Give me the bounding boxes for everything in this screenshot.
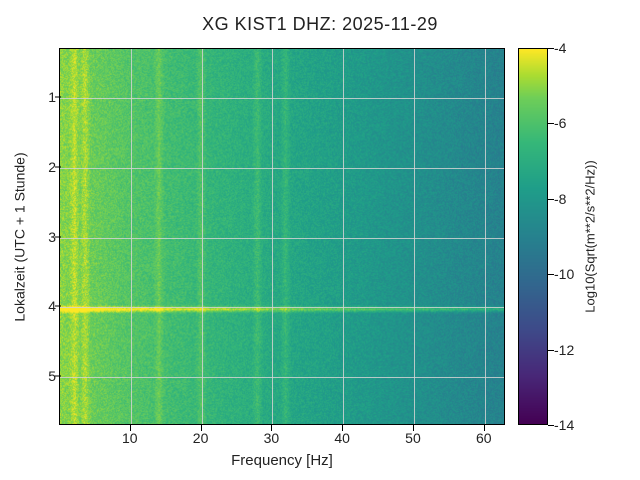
spectrogram-canvas[interactable] bbox=[60, 49, 504, 424]
colorbar-axis-label: Log10(Sqrt(m**2/s**2/Hz)) bbox=[580, 48, 600, 425]
gridline-horizontal bbox=[60, 98, 504, 99]
colorbar-tick-label--10: -10 bbox=[554, 266, 574, 282]
gridline-vertical bbox=[131, 49, 132, 424]
colorbar-canvas[interactable] bbox=[518, 48, 548, 425]
colorbar-tick-label--8: -8 bbox=[554, 191, 566, 207]
colorbar-tick-label--4: -4 bbox=[554, 40, 566, 56]
colorbar[interactable] bbox=[518, 48, 548, 425]
y-axis-label-container: Lokalzeit (UTC + 1 Stunde) bbox=[10, 48, 30, 425]
y-tick-label-5: 5 bbox=[38, 368, 56, 384]
y-tick-label-1: 1 bbox=[38, 89, 56, 105]
gridline-vertical bbox=[414, 49, 415, 424]
spectrogram-window: XG KIST1 DHZ: 2025-11-29 Lokalzeit (UTC … bbox=[0, 0, 640, 480]
y-tick-label-2: 2 bbox=[38, 159, 56, 175]
colorbar-tick-label--14: -14 bbox=[554, 417, 574, 433]
x-tick-label-30: 30 bbox=[264, 430, 280, 446]
gridline-vertical bbox=[485, 49, 486, 424]
x-tick-label-50: 50 bbox=[405, 430, 421, 446]
gridline-vertical bbox=[343, 49, 344, 424]
x-tick-label-10: 10 bbox=[122, 430, 138, 446]
x-axis-label: Frequency [Hz] bbox=[59, 452, 505, 469]
x-tick-label-20: 20 bbox=[193, 430, 209, 446]
x-tick-label-40: 40 bbox=[334, 430, 350, 446]
gridline-horizontal bbox=[60, 168, 504, 169]
chart-title: XG KIST1 DHZ: 2025-11-29 bbox=[0, 14, 640, 35]
spectrogram-plot-area[interactable] bbox=[59, 48, 505, 425]
y-tick-label-3: 3 bbox=[38, 229, 56, 245]
gridline-horizontal bbox=[60, 238, 504, 239]
gridline-vertical bbox=[272, 49, 273, 424]
gridline-horizontal bbox=[60, 377, 504, 378]
colorbar-tick-label--6: -6 bbox=[554, 115, 566, 131]
gridline-vertical bbox=[202, 49, 203, 424]
gridline-horizontal bbox=[60, 307, 504, 308]
colorbar-tick-label--12: -12 bbox=[554, 342, 574, 358]
x-tick-label-60: 60 bbox=[476, 430, 492, 446]
y-tick-label-4: 4 bbox=[38, 298, 56, 314]
